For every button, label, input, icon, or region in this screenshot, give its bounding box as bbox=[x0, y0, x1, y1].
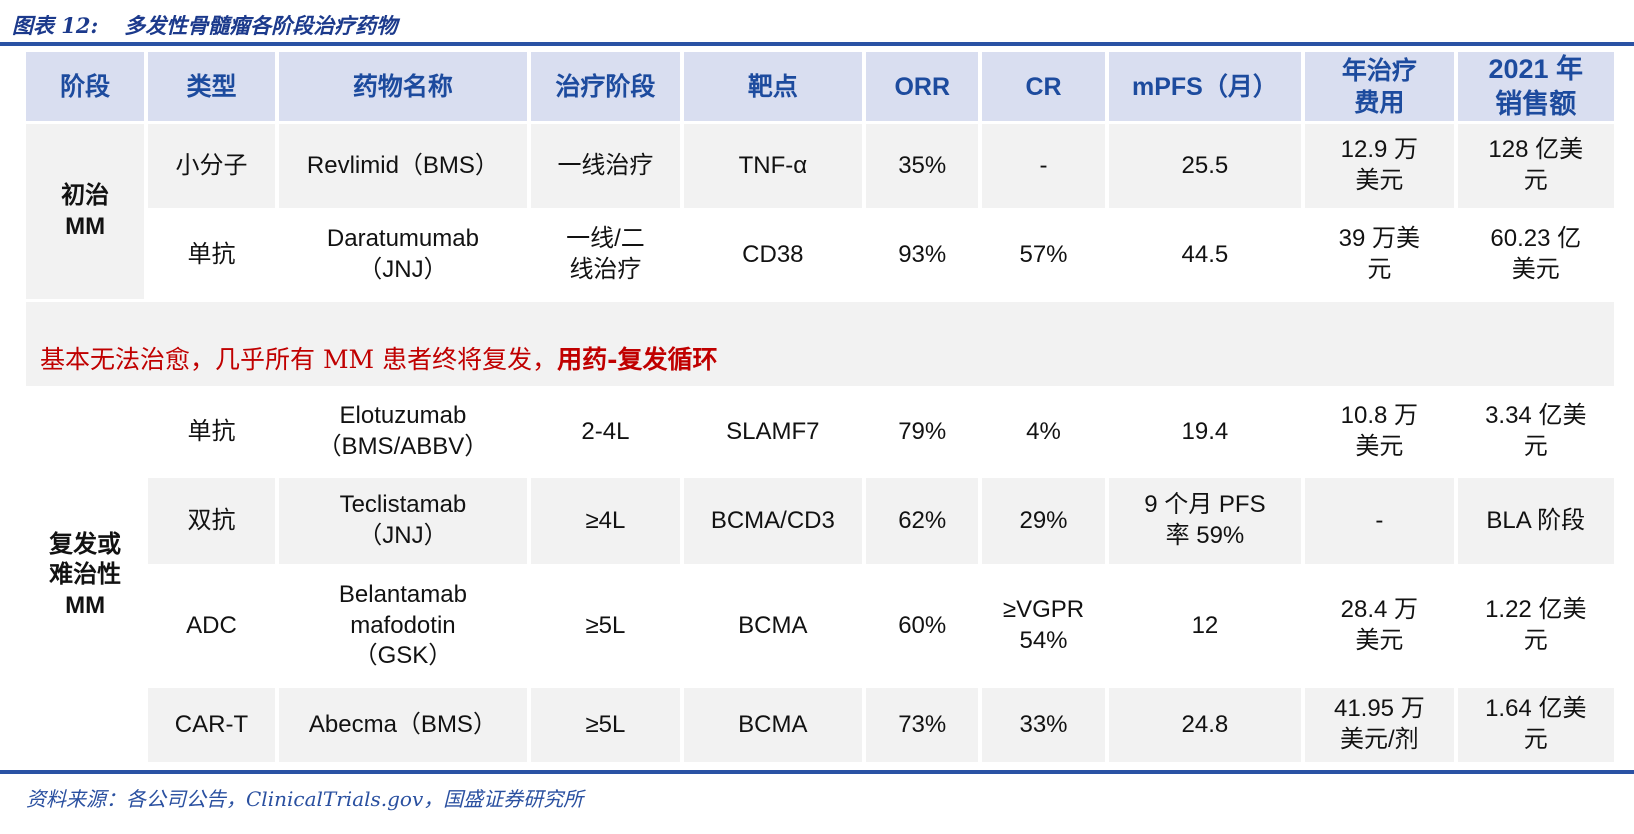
cell-type: 单抗 bbox=[148, 211, 275, 300]
stage-cell-relapsed-refractory-mm: 复发或 难治性 MM bbox=[26, 389, 145, 763]
relapse-note-bold-text: 用药-复发循环 bbox=[557, 345, 718, 375]
table-row-abecma: CAR-T Abecma（BMS） ≥5L BCMA 73% 33% 24.8 … bbox=[26, 688, 1614, 763]
cell-mpfs: 19.4 bbox=[1108, 389, 1302, 476]
table-row-belantamab: ADC Belantamab mafodotin （GSK） ≥5L BCMA … bbox=[26, 567, 1614, 686]
cell-target: BCMA/CD3 bbox=[683, 478, 863, 565]
cell-orr: 93% bbox=[866, 211, 979, 300]
cell-2021-sales: 60.23 亿 美元 bbox=[1457, 211, 1614, 300]
cell-type: 单抗 bbox=[148, 389, 275, 476]
cell-target: BCMA bbox=[683, 688, 863, 763]
cell-type: 小分子 bbox=[148, 124, 275, 209]
col-header-2021-sales: 2021 年 销售额 bbox=[1457, 52, 1614, 122]
cell-drug-name: Belantamab mafodotin （GSK） bbox=[278, 567, 528, 686]
cell-treatment-line: 一线/二 线治疗 bbox=[531, 211, 680, 300]
cell-mpfs: 25.5 bbox=[1108, 124, 1302, 209]
table-row-revlimid: 初治 MM 小分子 Revlimid（BMS） 一线治疗 TNF-α 35% -… bbox=[26, 124, 1614, 300]
figure-number-label: 图表 12: bbox=[12, 13, 99, 38]
cell-treatment-line: 2-4L bbox=[531, 389, 680, 476]
relapse-note-row: 基本无法治愈，几乎所有 MM 患者终将复发，用药-复发循环 bbox=[26, 302, 1614, 387]
cell-annual-cost: 28.4 万 美元 bbox=[1305, 567, 1454, 686]
cell-2021-sales: BLA 阶段 bbox=[1457, 478, 1614, 565]
col-header-drug-name: 药物名称 bbox=[278, 52, 528, 122]
table-row-teclistamab: 双抗 Teclistamab （JNJ） ≥4L BCMA/CD3 62% 29… bbox=[26, 478, 1614, 565]
table-row-elotuzumab: 复发或 难治性 MM 单抗 Elotuzumab （BMS/ABBV） 2-4L… bbox=[26, 389, 1614, 763]
bottom-divider-rule bbox=[0, 770, 1634, 775]
mm-drug-table: 阶段 类型 药物名称 治疗阶段 靶点 ORR CR mPFS（月） 年治疗 费用… bbox=[22, 49, 1618, 765]
cell-orr: 73% bbox=[866, 688, 979, 763]
header-row: 阶段 类型 药物名称 治疗阶段 靶点 ORR CR mPFS（月） 年治疗 费用… bbox=[26, 52, 1614, 122]
cell-treatment-line: ≥4L bbox=[531, 478, 680, 565]
cell-cr: 4% bbox=[982, 389, 1105, 476]
cell-cr: 33% bbox=[982, 688, 1105, 763]
cell-cr: ≥VGPR 54% bbox=[982, 567, 1105, 686]
cell-annual-cost: 12.9 万 美元 bbox=[1305, 124, 1454, 209]
cell-type: ADC bbox=[148, 567, 275, 686]
source-footer-text: 资料来源：各公司公告，ClinicalTrials.gov，国盛证券研究所 bbox=[26, 787, 584, 812]
col-header-annual-cost: 年治疗 费用 bbox=[1305, 52, 1454, 122]
col-header-mpfs: mPFS（月） bbox=[1108, 52, 1302, 122]
cell-2021-sales: 128 亿美 元 bbox=[1457, 124, 1614, 209]
cell-mpfs: 44.5 bbox=[1108, 211, 1302, 300]
col-header-type: 类型 bbox=[148, 52, 275, 122]
top-divider-rule bbox=[0, 42, 1634, 46]
cell-target: SLAMF7 bbox=[683, 389, 863, 476]
cell-orr: 60% bbox=[866, 567, 979, 686]
cell-drug-name: Abecma（BMS） bbox=[278, 688, 528, 763]
cell-cr: - bbox=[982, 124, 1105, 209]
cell-target: BCMA bbox=[683, 567, 863, 686]
cell-annual-cost: 39 万美 元 bbox=[1305, 211, 1454, 300]
cell-target: CD38 bbox=[683, 211, 863, 300]
cell-drug-name: Teclistamab （JNJ） bbox=[278, 478, 528, 565]
col-header-stage: 阶段 bbox=[26, 52, 145, 122]
cell-target: TNF-α bbox=[683, 124, 863, 209]
cell-2021-sales: 1.64 亿美 元 bbox=[1457, 688, 1614, 763]
cell-annual-cost: - bbox=[1305, 478, 1454, 565]
cell-mpfs: 24.8 bbox=[1108, 688, 1302, 763]
relapse-note-cell: 基本无法治愈，几乎所有 MM 患者终将复发，用药-复发循环 bbox=[26, 302, 1614, 387]
cell-mpfs: 9 个月 PFS 率 59% bbox=[1108, 478, 1302, 565]
stage-cell-newly-treated-mm: 初治 MM bbox=[26, 124, 145, 300]
cell-mpfs: 12 bbox=[1108, 567, 1302, 686]
cell-drug-name: Daratumumab （JNJ） bbox=[278, 211, 528, 300]
relapse-note-text: 基本无法治愈，几乎所有 MM 患者终将复发， bbox=[40, 345, 558, 375]
cell-annual-cost: 41.95 万 美元/剂 bbox=[1305, 688, 1454, 763]
cell-2021-sales: 1.22 亿美 元 bbox=[1457, 567, 1614, 686]
cell-2021-sales: 3.34 亿美 元 bbox=[1457, 389, 1614, 476]
cell-orr: 79% bbox=[866, 389, 979, 476]
cell-cr: 57% bbox=[982, 211, 1105, 300]
cell-treatment-line: 一线治疗 bbox=[531, 124, 680, 209]
cell-cr: 29% bbox=[982, 478, 1105, 565]
cell-type: 双抗 bbox=[148, 478, 275, 565]
cell-orr: 62% bbox=[866, 478, 979, 565]
cell-annual-cost: 10.8 万 美元 bbox=[1305, 389, 1454, 476]
cell-orr: 35% bbox=[866, 124, 979, 209]
figure-title-text: 多发性骨髓瘤各阶段治疗药物 bbox=[124, 13, 398, 38]
source-footer: 资料来源：各公司公告，ClinicalTrials.gov，国盛证券研究所 bbox=[0, 774, 1634, 812]
cell-type: CAR-T bbox=[148, 688, 275, 763]
cell-drug-name: Revlimid（BMS） bbox=[278, 124, 528, 209]
col-header-orr: ORR bbox=[866, 52, 979, 122]
table-row-daratumumab: 单抗 Daratumumab （JNJ） 一线/二 线治疗 CD38 93% 5… bbox=[26, 211, 1614, 300]
cell-drug-name: Elotuzumab （BMS/ABBV） bbox=[278, 389, 528, 476]
cell-treatment-line: ≥5L bbox=[531, 688, 680, 763]
col-header-cr: CR bbox=[982, 52, 1105, 122]
figure-title: 图表 12: 多发性骨髓瘤各阶段治疗药物 bbox=[0, 0, 1634, 40]
col-header-target: 靶点 bbox=[683, 52, 863, 122]
col-header-treatment-line: 治疗阶段 bbox=[531, 52, 680, 122]
cell-treatment-line: ≥5L bbox=[531, 567, 680, 686]
